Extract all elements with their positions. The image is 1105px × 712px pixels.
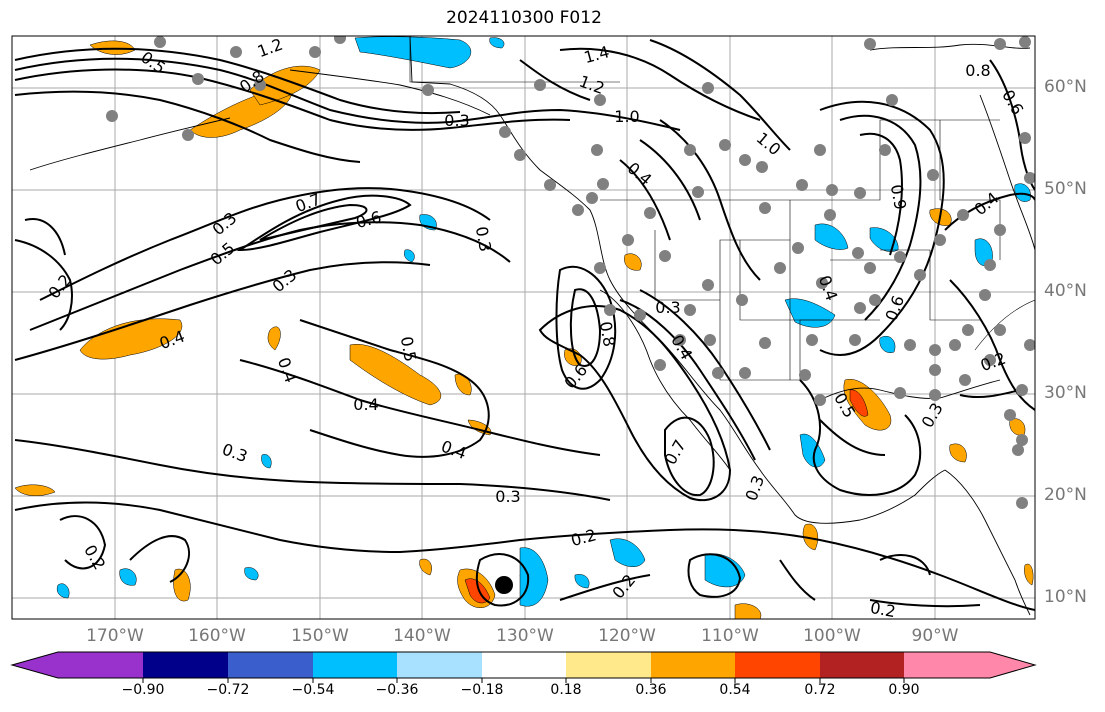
contour-label: 0.3 — [742, 473, 769, 503]
colorbar-tick-label: 0.54 — [719, 682, 751, 698]
longitude-label: 90°W — [911, 626, 959, 646]
contour-label: 0.4 — [624, 158, 656, 189]
map-frame — [11, 35, 1036, 620]
longitude-label: 160°W — [188, 626, 246, 646]
contour-label: 0.6 — [998, 86, 1027, 118]
colorbar-tick-label: 0.18 — [550, 682, 582, 698]
contour-label: 0.9 — [887, 183, 910, 211]
longitude-label: 130°W — [496, 626, 554, 646]
colorbar — [10, 651, 1037, 683]
longitude-label: 110°W — [701, 626, 759, 646]
contour-label: 0.2 — [569, 525, 599, 550]
contour-label: 0.5 — [397, 335, 420, 363]
colorbar-segment — [397, 652, 482, 678]
latitude-label: 40°N — [1044, 281, 1087, 301]
colorbar-segment — [904, 652, 1035, 678]
colorbar-segment — [482, 652, 566, 678]
contour-label: 0.4 — [971, 188, 1003, 219]
contour-label: 0.3 — [220, 440, 250, 467]
contour-label: 0.6 — [882, 293, 909, 323]
contour-label: 0.3 — [918, 399, 947, 431]
contour-label: 0.8 — [965, 61, 990, 80]
contour-label: 1.0 — [614, 107, 639, 126]
contour-label: 0.4 — [274, 355, 301, 385]
latitude-label: 20°N — [1044, 485, 1087, 505]
contour-label: 0.2 — [869, 598, 897, 621]
contour-label: 1.2 — [255, 35, 285, 62]
longitude-label: 170°W — [86, 626, 144, 646]
contour-label: 0.3 — [209, 208, 241, 239]
colorbar-tick-label: −0.54 — [291, 682, 335, 698]
colorbar-tick-label: 0.72 — [804, 682, 836, 698]
colorbar-tick-label: −0.18 — [460, 682, 504, 698]
contour-label: 1.0 — [753, 128, 785, 159]
colorbar-segment — [735, 652, 820, 678]
longitude-label: 150°W — [291, 626, 349, 646]
contour-label: 0.3 — [472, 225, 495, 253]
latitude-label: 10°N — [1044, 587, 1087, 607]
latitude-label: 30°N — [1044, 383, 1087, 403]
contour-label: 0.4 — [815, 273, 842, 303]
contour-label: 1.2 — [577, 72, 607, 99]
colorbar-tick-label: −0.90 — [121, 682, 165, 698]
contour-label: 0.8 — [596, 320, 619, 348]
contour-label: 1.4 — [582, 42, 612, 67]
contour-label: 0.6 — [354, 207, 384, 232]
colorbar-segment — [566, 652, 651, 678]
colorbar-tick-label: −0.72 — [206, 682, 250, 698]
colorbar-tick-label: −0.36 — [375, 682, 419, 698]
positive-fill-areas — [14, 40, 1034, 619]
colorbar-segment — [12, 652, 143, 678]
map-title: 2024110300 F012 — [446, 8, 602, 28]
colorbar-segment — [143, 652, 228, 678]
contour-label: 0.3 — [495, 487, 520, 506]
contour-label: 0.2 — [44, 271, 75, 303]
colorbar-segment — [228, 652, 313, 678]
colorbar-segment — [651, 652, 735, 678]
latitude-label: 50°N — [1044, 179, 1087, 199]
storm-center-marker — [495, 576, 513, 594]
colorbar-tick-label: 0.90 — [888, 682, 920, 698]
colorbar-segment — [313, 652, 397, 678]
contour-label: 0.5 — [207, 238, 239, 269]
contour-label: 0.4 — [439, 437, 469, 464]
contour-label: 0.4 — [353, 395, 378, 414]
contour-lines — [14, 39, 1035, 611]
colorbar-segment — [820, 652, 904, 678]
longitude-label: 120°W — [598, 626, 656, 646]
colorbar-tick-label: 0.36 — [635, 682, 667, 698]
coastlines — [29, 36, 1035, 616]
latitude-label: 60°N — [1044, 77, 1087, 97]
contour-label: 0.3 — [444, 111, 469, 130]
longitude-label: 140°W — [393, 626, 451, 646]
contour-label: 0.3 — [655, 298, 680, 317]
longitude-label: 100°W — [803, 626, 861, 646]
station-markers — [106, 36, 1035, 509]
